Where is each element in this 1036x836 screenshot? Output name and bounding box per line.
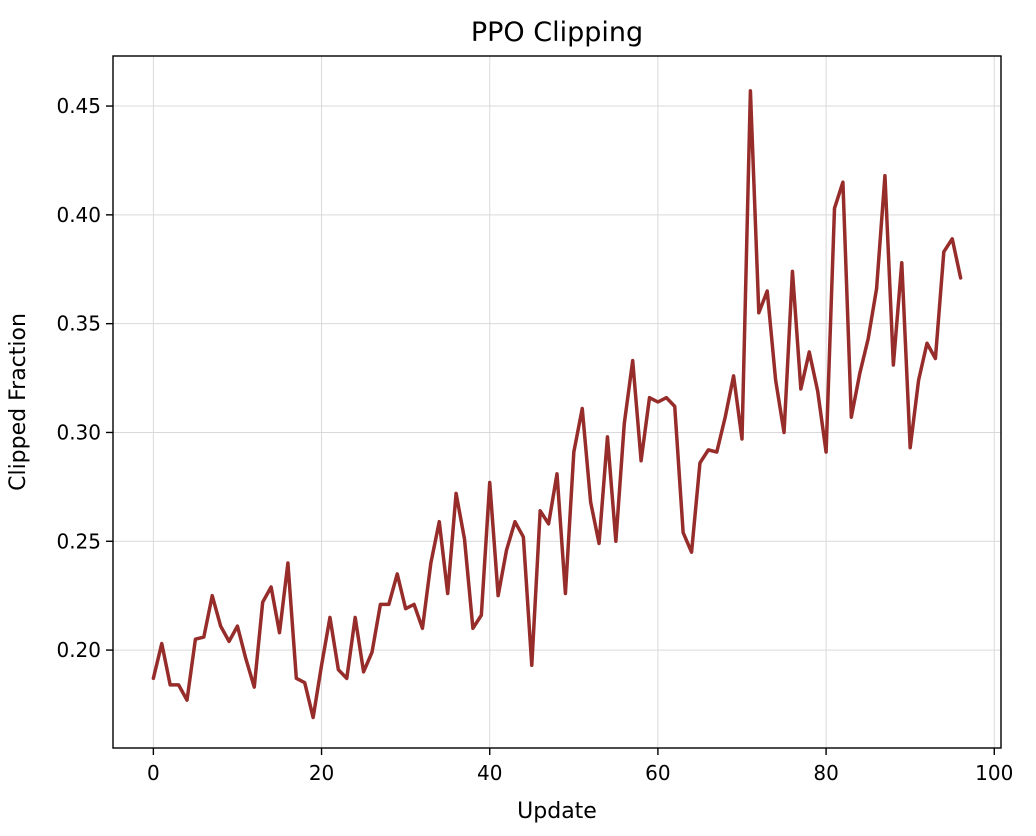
series-line-0 <box>151 89 963 720</box>
x-axis-label: Update <box>517 799 597 824</box>
y-tick-label: 0.30 <box>56 420 101 444</box>
y-tick-label: 0.35 <box>56 312 101 336</box>
x-tick-label: 20 <box>309 761 334 785</box>
chart-title: PPO Clipping <box>471 17 643 48</box>
y-tick-label: 0.40 <box>56 203 101 227</box>
x-tick-label: 80 <box>813 761 838 785</box>
plot-frame <box>112 55 1002 749</box>
y-tick-label: 0.20 <box>56 638 101 662</box>
x-tick-label: 0 <box>147 761 160 785</box>
axis-ticks: 0 20 40 60 80 100 0.20 0.25 0.30 0.35 0.40 0.45 <box>56 94 1013 785</box>
y-tick-label: 0.45 <box>56 94 101 118</box>
y-tick-label: 0.25 <box>56 529 101 553</box>
series-layer <box>151 89 963 720</box>
y-axis-label: Clipped Fraction <box>6 313 31 491</box>
grid-lines <box>113 56 1001 748</box>
x-tick-label: 60 <box>645 761 670 785</box>
x-tick-label: 100 <box>975 761 1013 785</box>
x-tick-label: 40 <box>477 761 502 785</box>
